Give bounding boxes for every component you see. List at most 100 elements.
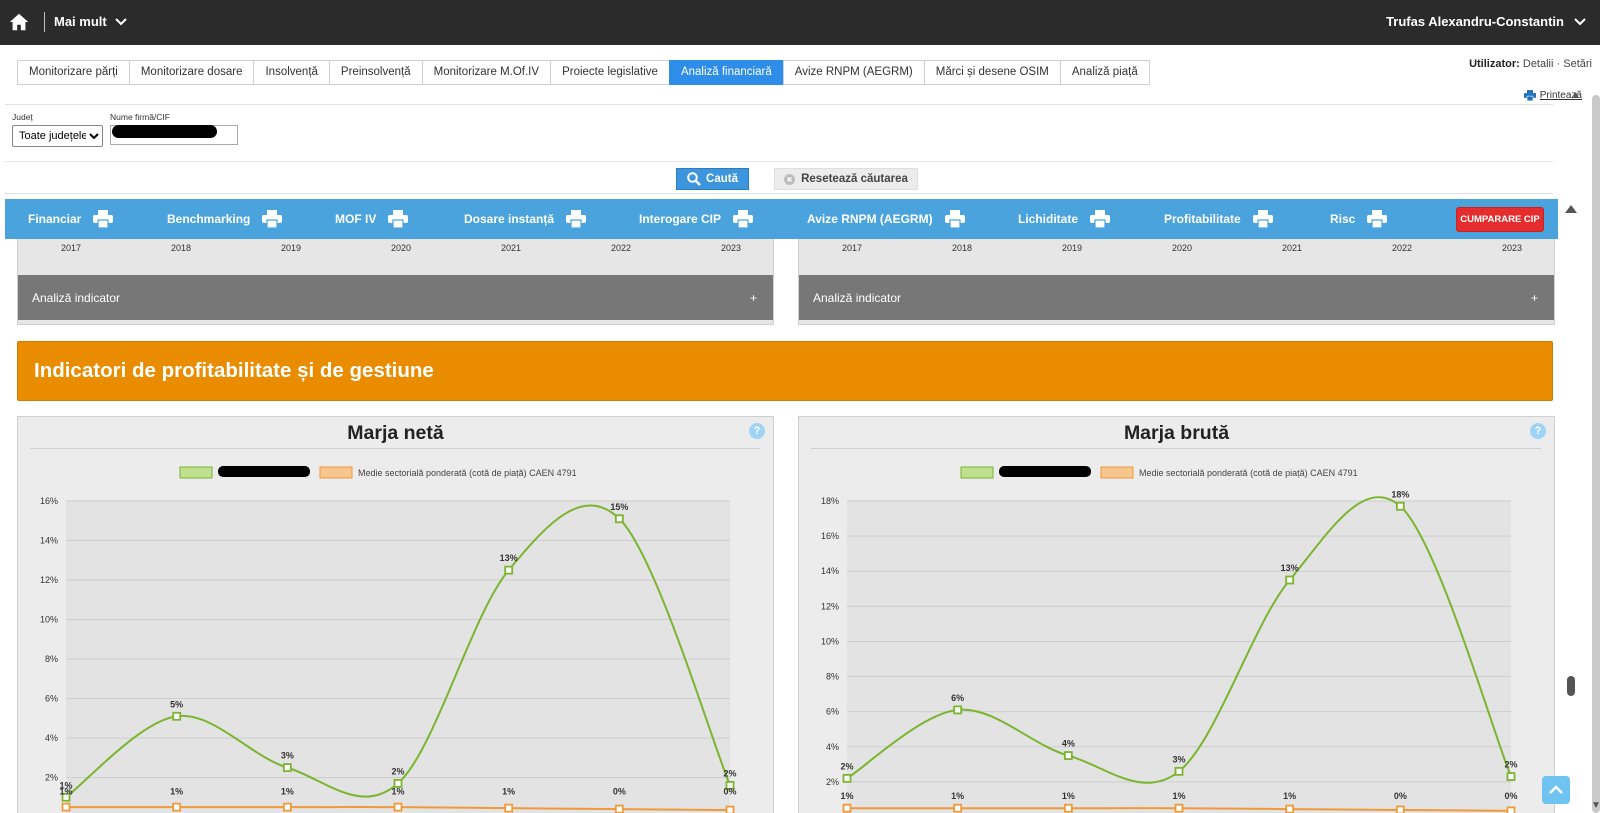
data-point[interactable] bbox=[1285, 575, 1295, 585]
data-point[interactable] bbox=[504, 803, 514, 813]
reset-button[interactable]: Resetează căutarea bbox=[774, 168, 918, 190]
printer-icon[interactable] bbox=[733, 210, 754, 228]
title-rule bbox=[811, 448, 1541, 449]
subnav-item-0[interactable]: Financiar bbox=[28, 199, 114, 239]
data-point[interactable] bbox=[614, 804, 624, 813]
user-menu[interactable]: Trufas Alexandru-Constantin bbox=[1386, 14, 1586, 29]
county-select[interactable]: Toate județele bbox=[12, 125, 103, 147]
series-line bbox=[65, 504, 731, 799]
data-point[interactable] bbox=[1063, 803, 1073, 813]
data-label: 1% bbox=[1062, 791, 1075, 801]
data-label: 0% bbox=[723, 787, 736, 797]
redaction-bar bbox=[112, 125, 217, 138]
data-point[interactable] bbox=[172, 711, 182, 721]
legend-swatch[interactable] bbox=[319, 466, 353, 479]
data-point[interactable] bbox=[172, 802, 182, 812]
printer-icon[interactable] bbox=[944, 210, 965, 228]
tab-9[interactable]: Analiză piață bbox=[1059, 60, 1150, 85]
data-point[interactable] bbox=[393, 802, 403, 812]
more-menu[interactable]: Mai mult bbox=[54, 14, 127, 29]
series-line bbox=[846, 496, 1512, 784]
legend-swatch[interactable] bbox=[179, 466, 213, 479]
legend-swatch[interactable] bbox=[960, 466, 994, 479]
tab-0[interactable]: Monitorizare părți bbox=[17, 60, 129, 85]
indicator-analysis-accordion[interactable]: Analiză indicator + bbox=[799, 275, 1554, 320]
printer-icon[interactable] bbox=[1090, 210, 1111, 228]
data-point[interactable] bbox=[614, 514, 624, 524]
data-point[interactable] bbox=[725, 805, 735, 813]
data-point[interactable] bbox=[1285, 804, 1295, 813]
indicator-analysis-accordion[interactable]: Analiză indicator + bbox=[18, 275, 773, 320]
data-label: 1% bbox=[59, 787, 72, 797]
user-settings-link[interactable]: Setări bbox=[1563, 58, 1592, 70]
search-button[interactable]: Caută bbox=[676, 168, 749, 190]
data-point[interactable] bbox=[61, 802, 71, 812]
help-icon[interactable]: ? bbox=[1530, 423, 1546, 439]
subnav-item-8[interactable]: Risc bbox=[1330, 199, 1388, 239]
data-point[interactable] bbox=[953, 803, 963, 813]
user-details-link[interactable]: Detalii bbox=[1522, 58, 1554, 70]
data-point[interactable] bbox=[1506, 806, 1516, 813]
legend-redaction bbox=[999, 466, 1091, 477]
data-point[interactable] bbox=[953, 705, 963, 715]
subnav-item-7[interactable]: Profitabilitate bbox=[1164, 199, 1273, 239]
data-point[interactable] bbox=[1506, 772, 1516, 782]
y-tick-label: 2% bbox=[45, 773, 58, 783]
data-point[interactable] bbox=[842, 773, 852, 783]
printer-icon[interactable] bbox=[93, 210, 114, 228]
data-label: 1% bbox=[59, 780, 72, 790]
compare-cip-button[interactable]: CUMPARARE CIP bbox=[1456, 207, 1544, 232]
analysis-subnav: Financiar Benchmarking MOF IV Dosare instan… bbox=[5, 199, 1558, 239]
data-point[interactable] bbox=[1395, 501, 1405, 511]
printer-icon[interactable] bbox=[566, 210, 587, 228]
data-point[interactable] bbox=[1395, 805, 1405, 813]
collapse-triangle-icon[interactable] bbox=[1565, 205, 1577, 213]
data-point[interactable] bbox=[842, 803, 852, 813]
tab-1[interactable]: Monitorizare dosare bbox=[128, 60, 254, 85]
subnav-item-4[interactable]: Interogare CIP bbox=[639, 199, 754, 239]
subnav-item-label: Financiar bbox=[28, 212, 82, 226]
printer-icon[interactable] bbox=[262, 210, 283, 228]
data-point[interactable] bbox=[1174, 766, 1184, 776]
tab-3[interactable]: Preinsolvență bbox=[328, 60, 422, 85]
data-point[interactable] bbox=[504, 565, 514, 575]
section-header: Indicatori de profitabilitate și de gest… bbox=[17, 341, 1553, 401]
data-point[interactable] bbox=[61, 792, 71, 802]
firm-label: Nume firmă/CIF bbox=[110, 112, 170, 122]
side-handle[interactable] bbox=[1567, 676, 1575, 696]
help-icon[interactable]: ? bbox=[749, 423, 765, 439]
user-label: Utilizator: bbox=[1469, 58, 1520, 70]
subnav-item-1[interactable]: Benchmarking bbox=[167, 199, 283, 239]
data-point[interactable] bbox=[1063, 751, 1073, 760]
data-point[interactable] bbox=[282, 763, 292, 773]
home-icon[interactable] bbox=[8, 11, 30, 33]
data-point[interactable] bbox=[1174, 803, 1184, 813]
previous-x-tick-label: 2023 bbox=[1501, 243, 1523, 253]
net-margin-chart: 0%2%4%6%8%10%12%14%16%201720182019202020… bbox=[40, 466, 737, 813]
scrollbar-track[interactable] bbox=[1592, 95, 1600, 813]
previous-x-tick-label: 2019 bbox=[280, 243, 302, 253]
tab-5[interactable]: Proiecte legislative bbox=[550, 60, 669, 85]
subnav-item-6[interactable]: Lichiditate bbox=[1018, 199, 1111, 239]
printer-icon[interactable] bbox=[1367, 210, 1388, 228]
back-to-top-button[interactable] bbox=[1542, 776, 1570, 804]
scroll-down-icon[interactable]: ▼ bbox=[1591, 800, 1600, 811]
printer-icon[interactable] bbox=[388, 210, 409, 228]
y-tick-label: 4% bbox=[826, 742, 839, 752]
subnav-item-3[interactable]: Dosare instanță bbox=[464, 199, 587, 239]
tab-7[interactable]: Avize RNPM (AEGRM) bbox=[782, 60, 924, 85]
printer-icon[interactable] bbox=[1252, 210, 1273, 228]
data-point[interactable] bbox=[393, 779, 403, 788]
subnav-item-2[interactable]: MOF IV bbox=[335, 199, 409, 239]
subnav-item-5[interactable]: Avize RNPM (AEGRM) bbox=[807, 199, 965, 239]
scroll-up-icon[interactable]: ▲ bbox=[1571, 90, 1581, 101]
data-point[interactable] bbox=[725, 780, 735, 790]
tab-4[interactable]: Monitorizare M.Of.IV bbox=[421, 60, 551, 85]
legend-swatch[interactable] bbox=[1100, 466, 1134, 479]
tab-8[interactable]: Mărci și desene OSIM bbox=[923, 60, 1060, 85]
tab-6[interactable]: Analiză financiară bbox=[668, 60, 783, 85]
print-link[interactable]: Printează bbox=[1523, 90, 1582, 101]
data-point[interactable] bbox=[282, 802, 292, 812]
tab-2[interactable]: Insolvență bbox=[253, 60, 329, 85]
subnav-item-label: Profitabilitate bbox=[1164, 212, 1241, 226]
